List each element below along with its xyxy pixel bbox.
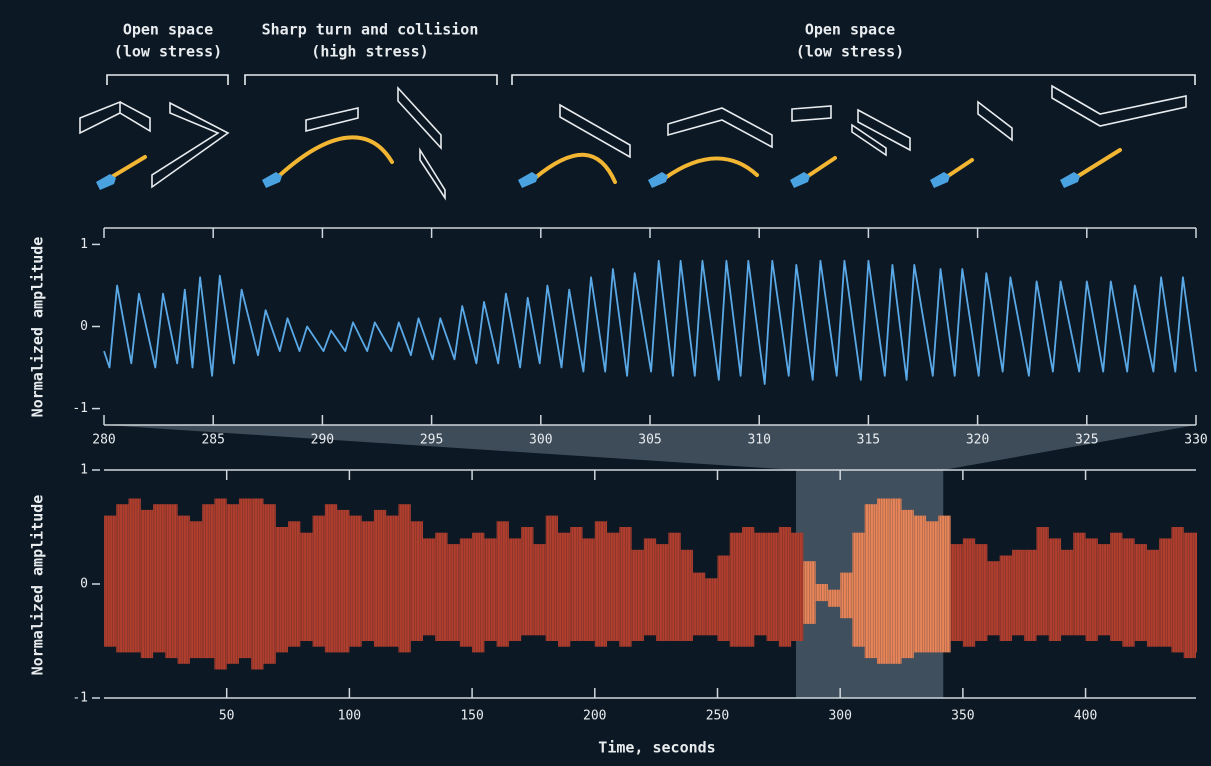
scene-brackets <box>107 75 1195 85</box>
x-tick-label: 280 <box>92 433 115 448</box>
waveform-segment <box>1196 533 1197 653</box>
x-tick-label: 295 <box>420 433 443 448</box>
y-tick-label: 1 <box>80 237 88 252</box>
x-axis-label: Time, seconds <box>598 739 715 757</box>
x-tick-label: 305 <box>638 433 661 448</box>
x-tick-label: 300 <box>529 433 552 448</box>
x-tick-label: 200 <box>583 709 606 724</box>
y-tick-label: -1 <box>72 691 88 706</box>
y-axis-label: Normalized amplitude <box>29 495 47 676</box>
x-tick-label: 350 <box>951 709 974 724</box>
x-tick-label: 330 <box>1184 433 1207 448</box>
x-tick-label: 315 <box>857 433 880 448</box>
x-tick-label: 100 <box>338 709 361 724</box>
x-tick-label: 50 <box>219 709 235 724</box>
y-tick-label: 0 <box>80 319 88 334</box>
x-tick-label: 310 <box>747 433 770 448</box>
y-tick-label: 0 <box>80 577 88 592</box>
y-tick-label: -1 <box>72 401 88 416</box>
y-tick-label: 1 <box>80 463 88 478</box>
x-tick-label: 250 <box>706 709 729 724</box>
scene-label: Open space <box>805 21 895 39</box>
x-tick-label: 400 <box>1074 709 1097 724</box>
scene-label: (low stress) <box>114 43 222 61</box>
chart: Open space (low stress) Sharp turn and c… <box>0 0 1211 762</box>
x-tick-label: 285 <box>201 433 224 448</box>
scene-illustrations <box>80 86 1186 198</box>
x-tick-label: 300 <box>828 709 851 724</box>
scene-label: Open space <box>123 21 213 39</box>
x-tick-label: 290 <box>311 433 334 448</box>
scene-label: (high stress) <box>311 43 428 61</box>
x-tick-label: 320 <box>966 433 989 448</box>
x-tick-label: 325 <box>1075 433 1098 448</box>
signal-line <box>104 261 1196 384</box>
scene-label: Sharp turn and collision <box>262 21 479 39</box>
y-axis-label: Normalized amplitude <box>29 237 47 418</box>
scene-label: (low stress) <box>796 43 904 61</box>
x-tick-label: 150 <box>460 709 483 724</box>
